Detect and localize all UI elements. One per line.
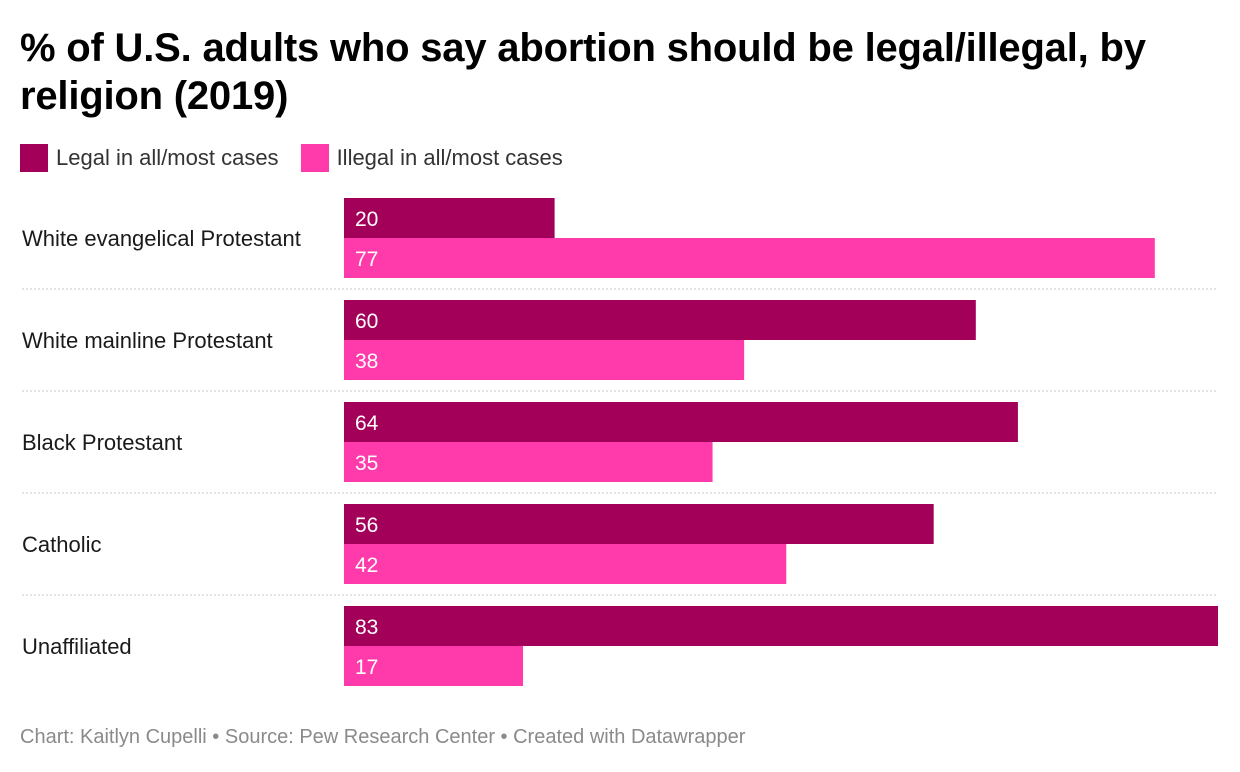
bar-legal bbox=[344, 402, 1018, 442]
legend-swatch-legal bbox=[20, 144, 48, 172]
category-label: White mainline Protestant bbox=[22, 328, 273, 353]
legend: Legal in all/most cases Illegal in all/m… bbox=[20, 143, 585, 173]
bar-value-label: 38 bbox=[355, 350, 378, 373]
category-label: Catholic bbox=[22, 532, 101, 557]
legend-label-illegal: Illegal in all/most cases bbox=[336, 145, 563, 170]
bar-value-label: 17 bbox=[355, 656, 378, 679]
legend-item-legal: Legal in all/most cases bbox=[20, 144, 279, 172]
bar-value-label: 77 bbox=[355, 248, 378, 271]
bar-value-label: 64 bbox=[355, 412, 379, 435]
bar-value-label: 56 bbox=[355, 514, 378, 537]
category-label: Unaffiliated bbox=[22, 634, 132, 659]
bar-value-label: 42 bbox=[355, 554, 378, 577]
category-label: White evangelical Protestant bbox=[22, 226, 301, 251]
bar-legal bbox=[344, 300, 976, 340]
bar-legal bbox=[344, 198, 555, 238]
bar-illegal bbox=[344, 238, 1155, 278]
bar-value-label: 20 bbox=[355, 208, 378, 231]
bar-illegal bbox=[344, 442, 713, 482]
chart-title: % of U.S. adults who say abortion should… bbox=[20, 26, 1146, 118]
bar-illegal bbox=[344, 340, 745, 380]
legend-label-legal: Legal in all/most cases bbox=[56, 145, 279, 170]
bar-legal bbox=[344, 504, 934, 544]
category-label: Black Protestant bbox=[22, 430, 182, 455]
legend-swatch-illegal bbox=[300, 144, 329, 172]
bar-value-label: 35 bbox=[355, 452, 378, 475]
bar-illegal bbox=[344, 544, 787, 584]
bar-legal bbox=[344, 606, 1218, 646]
bar-value-label: 60 bbox=[355, 310, 378, 333]
chart-footer: Chart: Kaitlyn Cupelli • Source: Pew Res… bbox=[20, 726, 746, 748]
legend-item-illegal: Illegal in all/most cases bbox=[300, 144, 563, 172]
bar-value-label: 83 bbox=[355, 616, 378, 639]
bar-illegal bbox=[344, 646, 524, 686]
